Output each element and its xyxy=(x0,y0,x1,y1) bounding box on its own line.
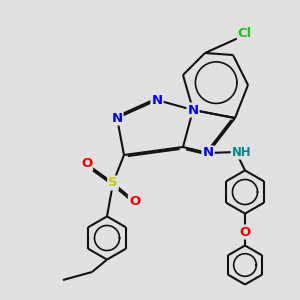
Text: N: N xyxy=(111,112,123,124)
Text: N: N xyxy=(188,103,199,116)
Text: N: N xyxy=(202,146,214,160)
Text: O: O xyxy=(81,157,92,170)
Text: NH: NH xyxy=(232,146,251,158)
Text: N: N xyxy=(152,94,163,106)
Text: S: S xyxy=(108,176,118,190)
Text: O: O xyxy=(239,226,250,238)
Text: Cl: Cl xyxy=(238,27,252,40)
Text: O: O xyxy=(129,195,140,208)
